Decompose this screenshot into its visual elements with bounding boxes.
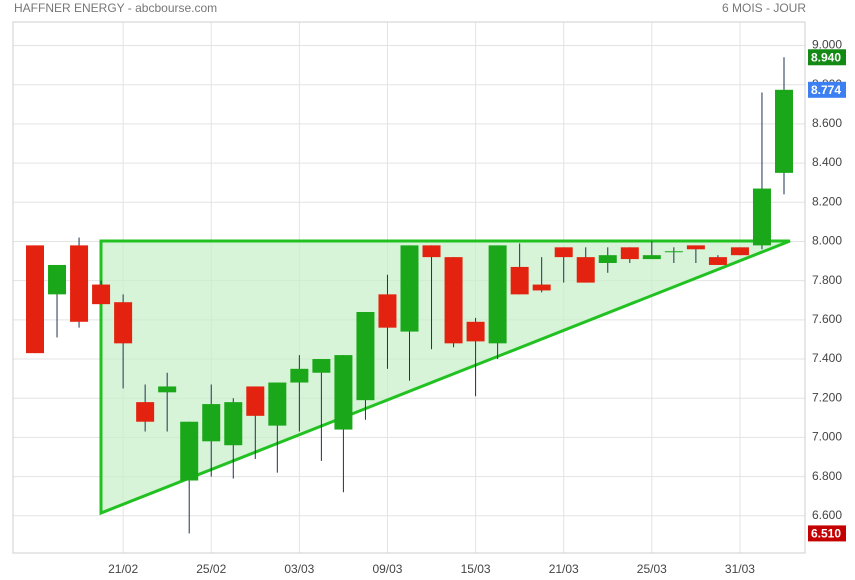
candle-body [48, 264, 67, 295]
candle-body [268, 382, 287, 426]
y-tick-label: 7.000 [812, 430, 842, 444]
y-tick-label: 7.600 [812, 312, 842, 326]
candle-body [752, 188, 771, 246]
candle-body [532, 284, 551, 291]
candle-body [136, 402, 155, 422]
price-label-box [808, 49, 846, 66]
x-tick-label: 21/02 [108, 562, 138, 576]
y-tick-label: 8.000 [812, 234, 842, 248]
candle-body [246, 386, 265, 416]
price-label: 6.510 [811, 527, 841, 541]
price-label: 8.940 [811, 50, 841, 64]
candle-body [356, 311, 375, 401]
candle-body [334, 355, 353, 430]
y-tick-label: 8.200 [812, 194, 842, 208]
candle-body [620, 247, 639, 260]
x-tick-label: 25/02 [196, 562, 226, 576]
candle-body [92, 284, 111, 305]
y-tick-label: 6.600 [812, 508, 842, 522]
price-label: 8.774 [811, 83, 841, 97]
candles [26, 57, 793, 534]
y-tick-label: 8.400 [812, 155, 842, 169]
candle-body [158, 386, 177, 393]
candle-body [775, 89, 793, 173]
candle-body [510, 266, 529, 295]
candle-body [444, 257, 463, 344]
candle-body [114, 302, 133, 344]
chart-title: HAFFNER ENERGY - abcbourse.com [14, 1, 217, 15]
candle-body [488, 245, 507, 344]
x-tick-label: 25/03 [637, 562, 667, 576]
candle-body [224, 402, 243, 446]
candle-body [378, 294, 397, 328]
candle-body [554, 247, 573, 258]
y-tick-label: 7.200 [812, 390, 842, 404]
candle-body [290, 368, 309, 383]
x-tick-label: 15/03 [461, 562, 491, 576]
candle-body [664, 251, 683, 253]
y-tick-label: 8.600 [812, 116, 842, 130]
y-tick-label: 9.000 [812, 38, 842, 52]
y-tick-label: 6.800 [812, 469, 842, 483]
x-tick-label: 03/03 [284, 562, 314, 576]
candle-body [70, 245, 89, 322]
price-label-box [808, 525, 846, 542]
y-tick-label: 7.800 [812, 273, 842, 287]
candle-body [598, 255, 617, 264]
price-label-box [808, 81, 846, 98]
candle-body [576, 257, 595, 283]
y-tick-label: 7.400 [812, 351, 842, 365]
candle-body [422, 245, 441, 258]
candle-body [466, 321, 485, 342]
x-tick-label: 09/03 [372, 562, 402, 576]
period-label: 6 MOIS - JOUR [722, 1, 806, 15]
triangle-pattern [99, 239, 791, 516]
candle-body [708, 257, 727, 265]
candle-body [180, 421, 199, 481]
candle-body [312, 359, 331, 373]
x-tick-label: 21/03 [549, 562, 579, 576]
candle-body [400, 245, 419, 332]
candle-body [642, 255, 661, 260]
plot-frame [12, 21, 806, 554]
candle-body [26, 245, 44, 354]
candle-body [730, 247, 749, 256]
x-tick-label: 31/03 [725, 562, 755, 576]
candle-body [202, 404, 221, 442]
candle-body [686, 245, 705, 250]
